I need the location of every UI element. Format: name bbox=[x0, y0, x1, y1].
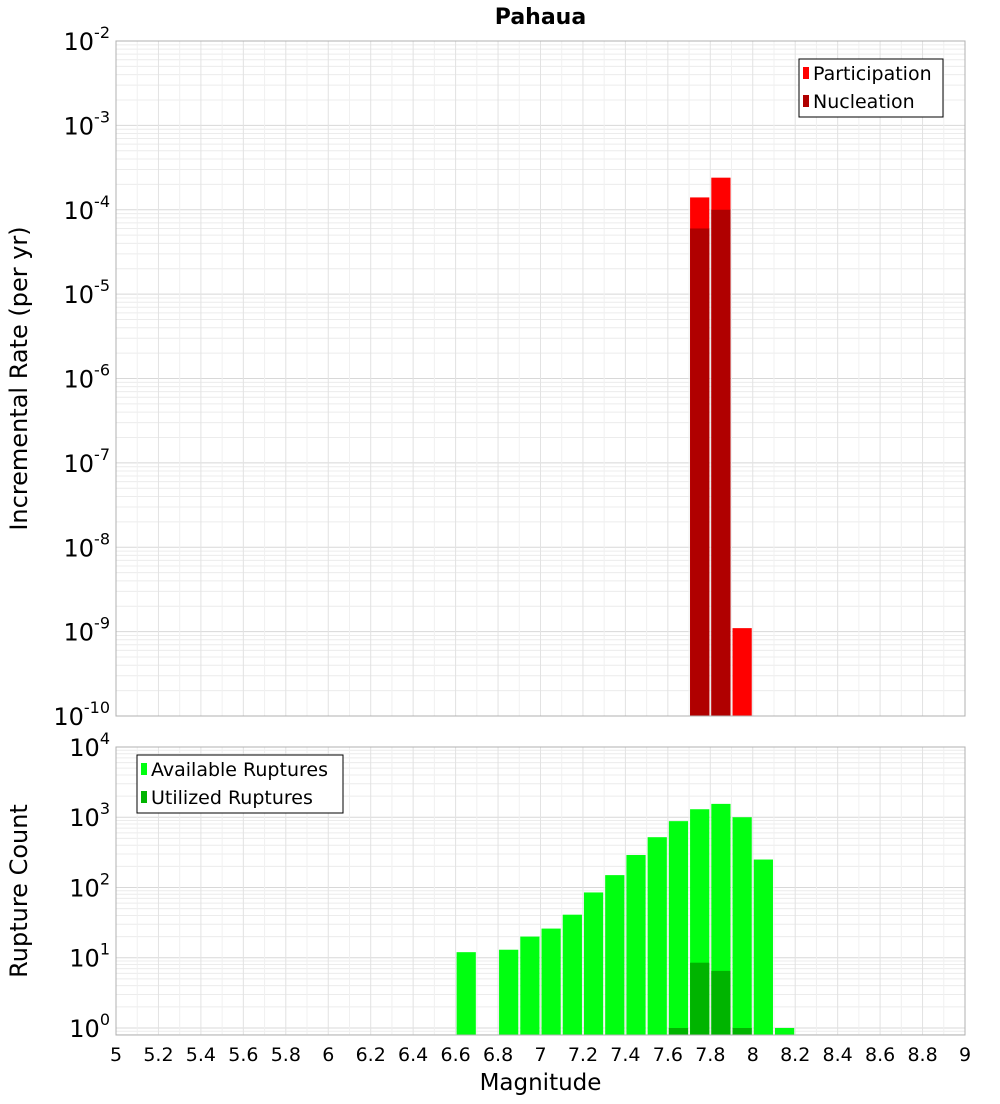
y-axis-label: Incremental Rate (per yr) bbox=[5, 226, 33, 530]
y-tick-label: 10-5 bbox=[64, 276, 111, 309]
bar-available-ruptures-9 bbox=[668, 821, 689, 1035]
chart-panel-1: 10-10 10-9 10-8 10-7 10-6 10-5 10-4 10-3 10-2 Inc… bbox=[5, 5, 966, 731]
y-tick-label: 10-7 bbox=[64, 445, 111, 478]
bar-utilized-ruptures-2 bbox=[711, 970, 731, 1035]
grid-lines bbox=[115, 41, 966, 717]
bar-available-ruptures-7 bbox=[626, 855, 646, 1035]
legend-box bbox=[136, 754, 344, 814]
x-tick-label: 6 bbox=[322, 1044, 334, 1066]
bar-available-ruptures-4 bbox=[562, 914, 582, 1035]
x-tick-label: 6.6 bbox=[440, 1044, 470, 1066]
legend-label: Nucleation bbox=[813, 91, 915, 113]
x-tick-label: 8 bbox=[747, 1044, 759, 1066]
bar-available-ruptures-12 bbox=[732, 817, 752, 1035]
y-tick-label: 100 bbox=[69, 1010, 110, 1043]
bar-available-ruptures-6 bbox=[605, 875, 625, 1035]
y-tick-label: 10-4 bbox=[64, 192, 111, 225]
bar-nucleation-0 bbox=[690, 228, 710, 716]
legend-label: Participation bbox=[813, 63, 932, 85]
x-tick-label: 8.4 bbox=[823, 1044, 853, 1066]
series-available-ruptures bbox=[456, 803, 795, 1035]
y-tick-label: 104 bbox=[69, 729, 110, 762]
x-tick-label: 7.2 bbox=[568, 1044, 598, 1066]
x-tick-label: 7.8 bbox=[695, 1044, 725, 1066]
bar-available-ruptures-2 bbox=[520, 936, 540, 1035]
x-tick-label: 9 bbox=[959, 1044, 971, 1066]
x-tick-label: 5.4 bbox=[186, 1044, 216, 1066]
y-tick-label: 10-3 bbox=[64, 107, 111, 140]
y-axis-label: Rupture Count bbox=[5, 804, 33, 978]
y-tick-label: 10-8 bbox=[64, 529, 111, 562]
series-nucleation bbox=[690, 209, 731, 716]
y-tick-label: 10-2 bbox=[64, 23, 111, 56]
legend-label: Utilized Ruptures bbox=[151, 787, 313, 809]
legend-swatch bbox=[141, 763, 147, 775]
bar-participation-2 bbox=[732, 628, 752, 716]
bar-available-ruptures-14 bbox=[774, 1027, 795, 1035]
x-axis-label: Magnitude bbox=[480, 1070, 602, 1096]
x-tick-label: 5.6 bbox=[228, 1044, 258, 1066]
y-tick-label: 103 bbox=[69, 799, 110, 832]
x-tick-label: 6.2 bbox=[356, 1044, 386, 1066]
x-tick-label: 5.2 bbox=[143, 1044, 173, 1066]
x-tick-label: 5.8 bbox=[271, 1044, 301, 1066]
plot-border bbox=[115, 746, 966, 1036]
legend-swatch bbox=[803, 67, 809, 79]
y-tick-label: 10-9 bbox=[64, 614, 111, 647]
legend-label: Available Ruptures bbox=[151, 759, 328, 781]
y-tick-label: 10-6 bbox=[64, 361, 111, 394]
bar-available-ruptures-3 bbox=[541, 928, 561, 1035]
y-tick-label: 102 bbox=[69, 869, 110, 902]
chart-panel-2: 100 101 102 103 104 Rupture Count 5 5.2 5.4 5.6 5.… bbox=[5, 729, 971, 1096]
series-utilized-ruptures bbox=[668, 962, 752, 1035]
y-tick-label: 101 bbox=[69, 940, 110, 973]
legend: Available Ruptures Utilized Ruptures bbox=[136, 754, 344, 814]
bar-available-ruptures-13 bbox=[753, 859, 773, 1035]
grid-lines bbox=[115, 747, 966, 1036]
bar-available-ruptures-5 bbox=[583, 892, 604, 1035]
x-tick-label: 7.6 bbox=[653, 1044, 683, 1066]
x-tick-label: 5 bbox=[110, 1044, 122, 1066]
legend-swatch bbox=[141, 791, 147, 803]
bar-available-ruptures-1 bbox=[499, 949, 519, 1035]
bar-nucleation-1 bbox=[711, 209, 731, 716]
plot-border bbox=[115, 40, 966, 717]
x-tick-label: 6.4 bbox=[398, 1044, 428, 1066]
legend-swatch bbox=[803, 95, 809, 107]
bar-utilized-ruptures-3 bbox=[732, 1027, 752, 1035]
chart-title: Pahaua bbox=[495, 5, 586, 30]
bar-utilized-ruptures-1 bbox=[690, 962, 710, 1035]
bar-utilized-ruptures-0 bbox=[668, 1027, 689, 1035]
bar-available-ruptures-0 bbox=[456, 952, 476, 1035]
x-tick-label: 7 bbox=[534, 1044, 546, 1066]
x-tick-label: 7.4 bbox=[610, 1044, 640, 1066]
legend: Participation Nucleation bbox=[798, 58, 944, 118]
x-tick-label: 8.6 bbox=[865, 1044, 895, 1066]
y-tick-label: 10-10 bbox=[53, 698, 110, 731]
bar-available-ruptures-8 bbox=[647, 837, 667, 1035]
x-tick-label: 8.8 bbox=[907, 1044, 937, 1066]
x-tick-label: 8.2 bbox=[780, 1044, 810, 1066]
legend-box bbox=[798, 58, 944, 118]
x-tick-label: 6.8 bbox=[483, 1044, 513, 1066]
